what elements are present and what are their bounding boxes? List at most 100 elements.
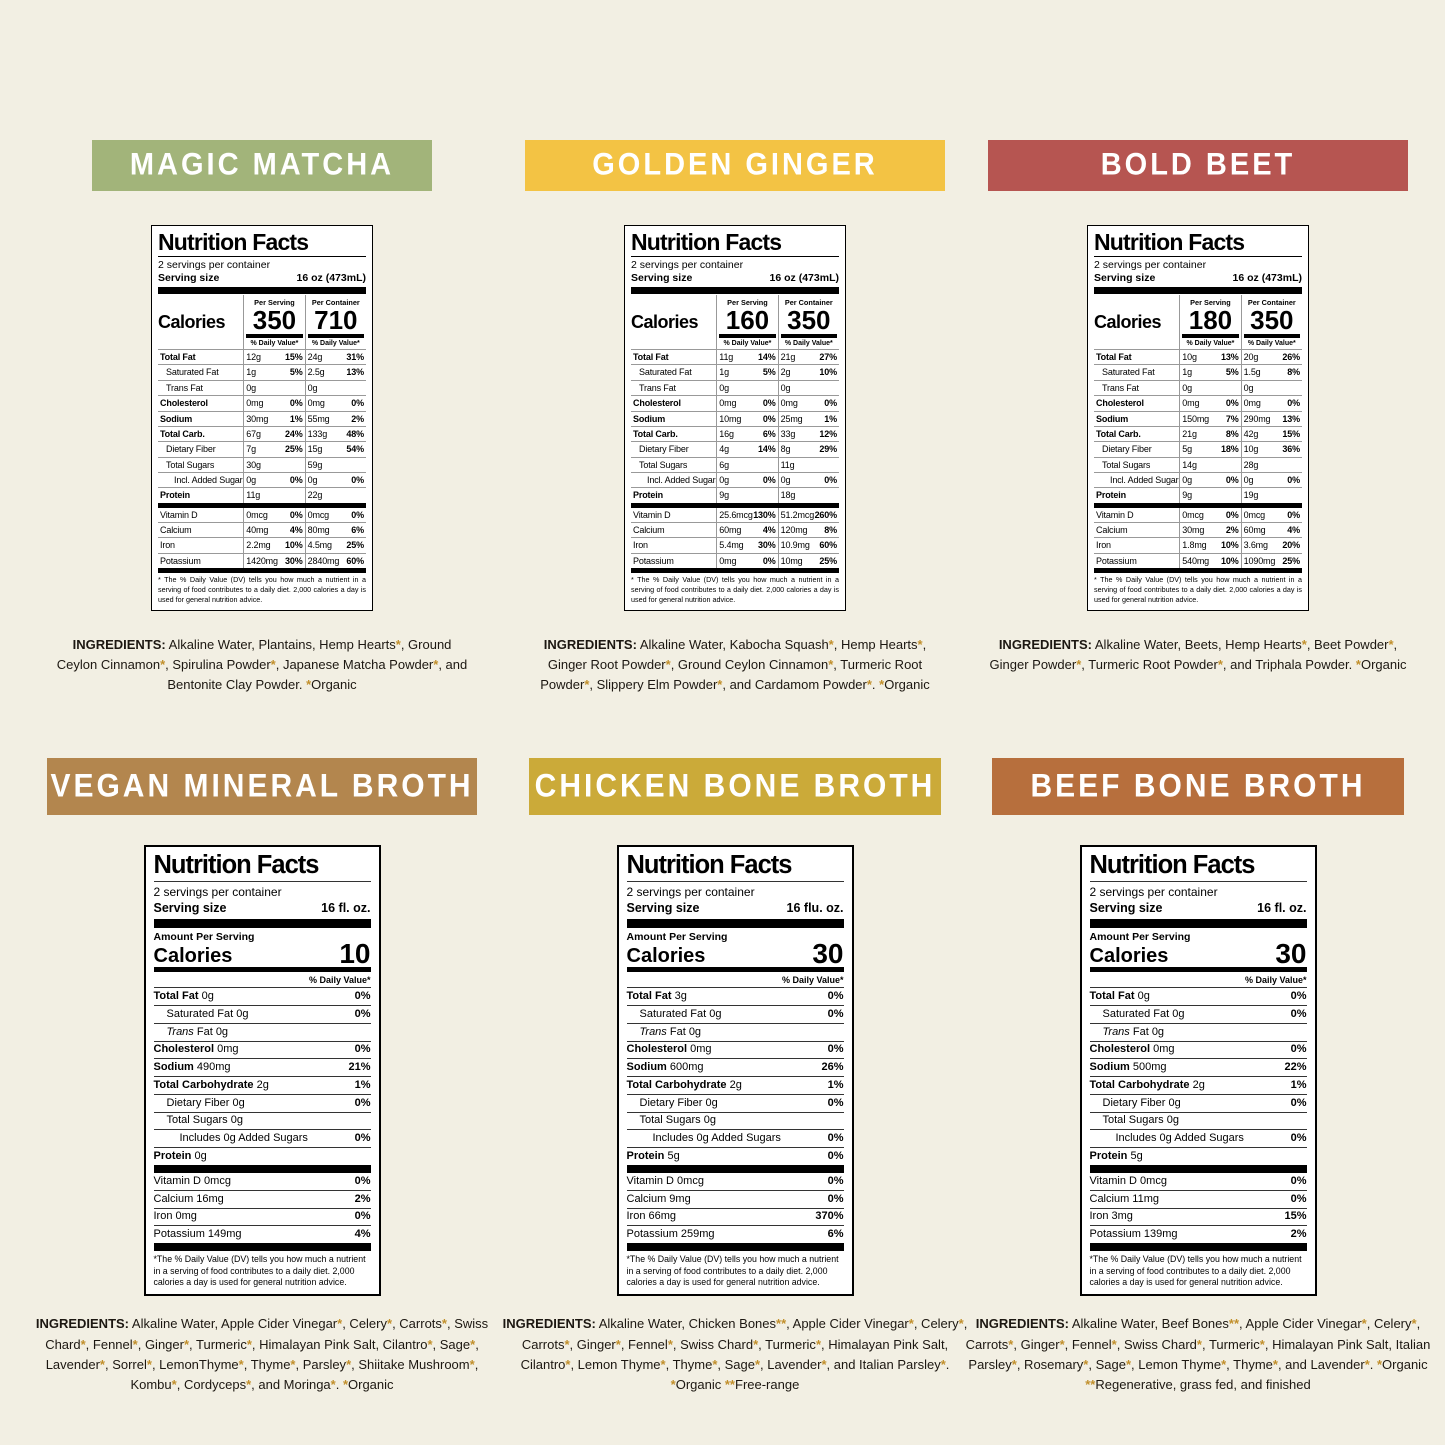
- amount-value: 0mg: [1243, 398, 1261, 409]
- nutrient-row: Total Fat 12g 15% 24g 31%: [158, 349, 366, 365]
- nutrient-row: Sodium 490mg 21%: [153, 1058, 371, 1076]
- organic-asterisk: *: [387, 1316, 393, 1332]
- nutrient-name: Calcium: [158, 521, 244, 537]
- daily-value: 60%: [346, 555, 364, 566]
- nutrient-row: Calcium 40mg 4% 80mg 6%: [158, 521, 366, 538]
- nutrient-name-bold: Total Carbohydrate: [626, 1078, 727, 1091]
- calories-row: Calories 180 350: [1094, 307, 1302, 334]
- nutrient-serving-cell: 0g 0%: [243, 471, 305, 488]
- daily-value-header: % Daily Value*: [781, 974, 844, 985]
- per-container-header: Per Container: [1240, 295, 1302, 308]
- nutrient-row: Total Fat 3g 0%: [626, 987, 844, 1005]
- amount-value: 0g: [1243, 382, 1254, 393]
- nutrition-label: Nutrition Facts 2 servings per container S…: [624, 225, 846, 612]
- amount-value: 9g: [1182, 490, 1192, 501]
- serving-size-row: Serving size 16 fl. oz.: [1090, 900, 1307, 919]
- nutrient-name: Vitamin D: [633, 509, 671, 520]
- daily-value: 5%: [762, 367, 776, 378]
- nutrient-name-bold: Protein: [633, 490, 663, 501]
- nutrient-name: Protein: [631, 487, 717, 502]
- daily-value: 5%: [289, 367, 303, 378]
- daily-value: 0%: [354, 1096, 371, 1109]
- footnote: *The % Daily Value (DV) tells you how mu…: [626, 1254, 839, 1287]
- daily-value: 30%: [758, 540, 776, 551]
- nutrient-name: Total Carbohydrate 2g: [154, 1079, 269, 1092]
- serving-size-value: 16 flu. oz.: [786, 900, 844, 915]
- nutrient-container-cell: 19g: [1240, 487, 1302, 503]
- nutrient-row: Vitamin D 0mcg 0% 0mcg 0%: [1094, 507, 1302, 522]
- daily-value: 15%: [1284, 1210, 1307, 1223]
- nutrient-amount: Vitamin D 0mcg: [1089, 1174, 1167, 1187]
- nutrition-label: Nutrition Facts 2 servings per container S…: [1087, 225, 1309, 612]
- amount-value: 20g: [1243, 352, 1259, 363]
- organic-asterisk: *: [1301, 637, 1307, 653]
- nutrient-amount: 0mg: [687, 1043, 712, 1056]
- organic-asterisk: *: [433, 657, 439, 673]
- daily-value: 10%: [1221, 540, 1239, 551]
- nutrient-row: Trans Fat 0g 0g: [158, 379, 366, 396]
- nutrient-container-cell: 0g: [1240, 379, 1302, 396]
- nutrient-row: Total Sugars 6g 11g: [631, 456, 839, 472]
- amount-value: 21g: [1182, 428, 1197, 439]
- nutrient-row: Iron 3mg 15%: [1089, 1207, 1307, 1226]
- product-card: VEGAN MINERAL BROTH Nutrition Facts 2 serv…: [27, 758, 497, 1395]
- product-banner: GOLDEN GINGER: [525, 140, 945, 191]
- nutrient-row: Total Fat 10g 13% 20g 26%: [1094, 349, 1302, 365]
- daily-value: 1%: [827, 1078, 844, 1091]
- nutrient-name: Potassium 139mg: [1090, 1228, 1178, 1241]
- calories-value: 10: [339, 937, 371, 969]
- daily-value: 0%: [827, 1192, 844, 1205]
- daily-value: 1%: [354, 1078, 371, 1091]
- nutrient-row: Total Fat 0g 0%: [1089, 987, 1307, 1005]
- nutrient-container-cell: 1.5g 8%: [1240, 364, 1302, 380]
- nutrient-row: Includes 0g Added Sugars 0%: [626, 1129, 844, 1147]
- nutrient-row: Saturated Fat 0g 0%: [626, 1004, 844, 1023]
- nutrient-row: Includes 0g Added Sugars 0%: [153, 1129, 371, 1147]
- nutrient-name: Trans Fat: [631, 379, 717, 395]
- nutrient-container-cell: 10mg 25%: [777, 552, 839, 568]
- nutrient-row: Potassium 139mg 2%: [1089, 1225, 1307, 1243]
- spacer-cell: [631, 338, 716, 349]
- nutrition-label: Nutrition Facts 2 servings per container S…: [143, 845, 381, 1297]
- organic-asterisk: *: [1111, 1336, 1117, 1352]
- nutrient-name: Total Sugars: [631, 456, 717, 472]
- nutrient-serving-cell: 30mg 2%: [1179, 521, 1241, 538]
- amount-value: 0g: [1182, 474, 1192, 485]
- nutrient-row: Total Carbohydrate 2g 1%: [1089, 1076, 1307, 1094]
- daily-value: 26%: [1282, 352, 1300, 363]
- organic-asterisk: *: [146, 1356, 152, 1372]
- product-card: MAGIC MATCHA Nutrition Facts 2 servings pe…: [27, 140, 497, 696]
- footnote: *The % Daily Value (DV) tells you how mu…: [153, 1254, 366, 1287]
- organic-asterisk: **: [776, 1316, 787, 1332]
- organic-asterisk: *: [1125, 1356, 1132, 1372]
- divider-row: [1094, 502, 1302, 508]
- per-serving-header: Per Serving: [1179, 295, 1240, 308]
- nutrient-serving-cell: 11g 14%: [716, 349, 778, 365]
- nutrient-row: Trans Fat 0g 0g: [631, 379, 839, 396]
- nutrient-name: Total Sugars 0g: [627, 1114, 716, 1127]
- nutrient-row: Cholesterol 0mg 0%: [153, 1040, 371, 1059]
- nutrient-row: Potassium 0mg 0% 10mg 25%: [631, 552, 839, 568]
- amount-value: 0mg: [719, 555, 737, 566]
- calories-row: Calories 30: [626, 939, 844, 973]
- nutrient-serving-cell: 0g: [1179, 379, 1241, 396]
- column-headers-row: Per Serving Per Container: [1094, 295, 1302, 308]
- amount-value: 0g: [1243, 474, 1254, 485]
- nutrient-container-cell: 10.9mg 60%: [777, 537, 839, 553]
- nutrient-name: Total Fat 0g: [1090, 990, 1150, 1003]
- nutrient-serving-cell: 9g: [716, 487, 778, 503]
- daily-value: 6%: [762, 428, 776, 439]
- nutrient-row: Incl. Added Sugars 0g 0% 0g 0%: [1094, 471, 1302, 488]
- organic-asterisk: **: [1228, 1316, 1240, 1332]
- daily-value: 0%: [1290, 1096, 1307, 1109]
- serving-size-row: Serving size 16 oz (473mL): [631, 271, 839, 287]
- nutrient-serving-cell: 1420mg 30%: [243, 552, 305, 568]
- calories-bar: [780, 334, 837, 339]
- product-title: BEEF BONE BROTH: [1030, 768, 1366, 804]
- amount-value: 30g: [246, 459, 261, 470]
- nutrient-name: Incl. Added Sugars: [1094, 471, 1180, 487]
- nutrient-serving-cell: 40mg 4%: [243, 521, 305, 538]
- daily-value: 0%: [827, 1149, 844, 1162]
- nutrient-container-cell: 33g 12%: [777, 425, 839, 442]
- product-title: CHICKEN BONE BROTH: [534, 768, 936, 804]
